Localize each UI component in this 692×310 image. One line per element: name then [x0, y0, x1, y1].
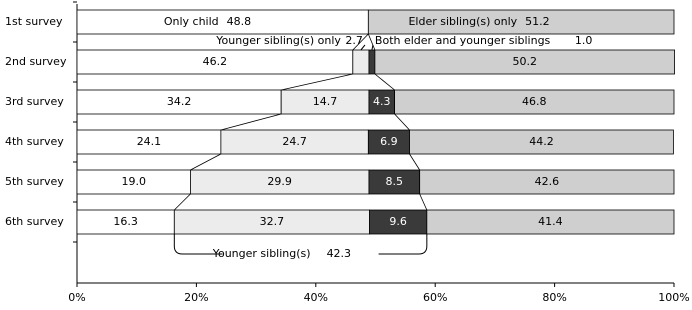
connector	[220, 113, 282, 131]
bar-segment	[220, 129, 369, 155]
category-label: 3rd survey	[5, 95, 64, 108]
bar-segment	[367, 9, 675, 35]
connector	[419, 193, 428, 211]
data-label: 24.7	[282, 135, 307, 148]
bar-segment	[367, 129, 410, 155]
connector	[190, 153, 222, 171]
category-label: 5th survey	[5, 175, 64, 188]
x-tick-label: 0%	[68, 291, 85, 304]
data-label: 16.3	[113, 215, 138, 228]
bar-segment	[419, 169, 675, 195]
data-label: 51.2	[525, 15, 550, 28]
data-label: 50.2	[513, 55, 538, 68]
bar-segment	[173, 209, 370, 235]
bar-segment	[76, 9, 369, 35]
category-label: 1st survey	[5, 15, 63, 28]
data-label: 34.2	[167, 95, 192, 108]
bar-segment	[76, 209, 175, 235]
data-label: 4.3	[373, 95, 391, 108]
connector	[374, 73, 395, 91]
annotation-bg	[222, 246, 379, 262]
data-label: 46.8	[522, 95, 547, 108]
data-label: 19.0	[121, 175, 146, 188]
data-label: 42.6	[535, 175, 560, 188]
bar-segment	[394, 89, 675, 115]
bar-segment	[368, 49, 376, 75]
bar-segment	[76, 129, 222, 155]
series-name: Both elder and younger siblings	[375, 34, 551, 47]
x-tick-label: 40%	[304, 291, 328, 304]
x-tick-label: 60%	[423, 291, 447, 304]
data-label: 44.2	[529, 135, 554, 148]
data-label: 32.7	[260, 215, 285, 228]
data-label: 48.8	[227, 15, 252, 28]
x-tick-label: 80%	[542, 291, 566, 304]
series-name: Younger sibling(s) only	[215, 34, 341, 47]
annotation-text: Younger sibling(s)	[212, 247, 311, 260]
category-label: 4th survey	[5, 135, 64, 148]
annotation-value: 42.3	[327, 247, 352, 260]
data-label: 2.7	[345, 34, 363, 47]
bar-segment	[369, 209, 428, 235]
connector	[367, 33, 376, 51]
data-label: 29.9	[267, 175, 292, 188]
leader-line	[360, 44, 366, 51]
connector	[394, 113, 410, 131]
connector	[281, 73, 353, 91]
series-name: Only child	[164, 15, 219, 28]
bar-segment	[426, 209, 675, 235]
data-label: 1.0	[575, 34, 593, 47]
data-label: 24.1	[137, 135, 162, 148]
category-label: 2nd survey	[5, 55, 67, 68]
bar-segment	[409, 129, 674, 155]
bar-segment	[374, 49, 675, 75]
x-tick-label: 20%	[184, 291, 208, 304]
data-label: 8.5	[386, 175, 404, 188]
data-label: 9.6	[389, 215, 407, 228]
series-name: Elder sibling(s) only	[408, 15, 517, 28]
connector	[174, 193, 191, 211]
data-label: 6.9	[380, 135, 398, 148]
connector	[352, 33, 369, 51]
connector	[409, 153, 421, 171]
data-label: 14.7	[313, 95, 338, 108]
data-label: 46.2	[203, 55, 228, 68]
x-tick-label: 100%	[658, 291, 689, 304]
category-label: 6th survey	[5, 215, 64, 228]
bar-segment	[352, 49, 370, 75]
data-label: 41.4	[538, 215, 563, 228]
